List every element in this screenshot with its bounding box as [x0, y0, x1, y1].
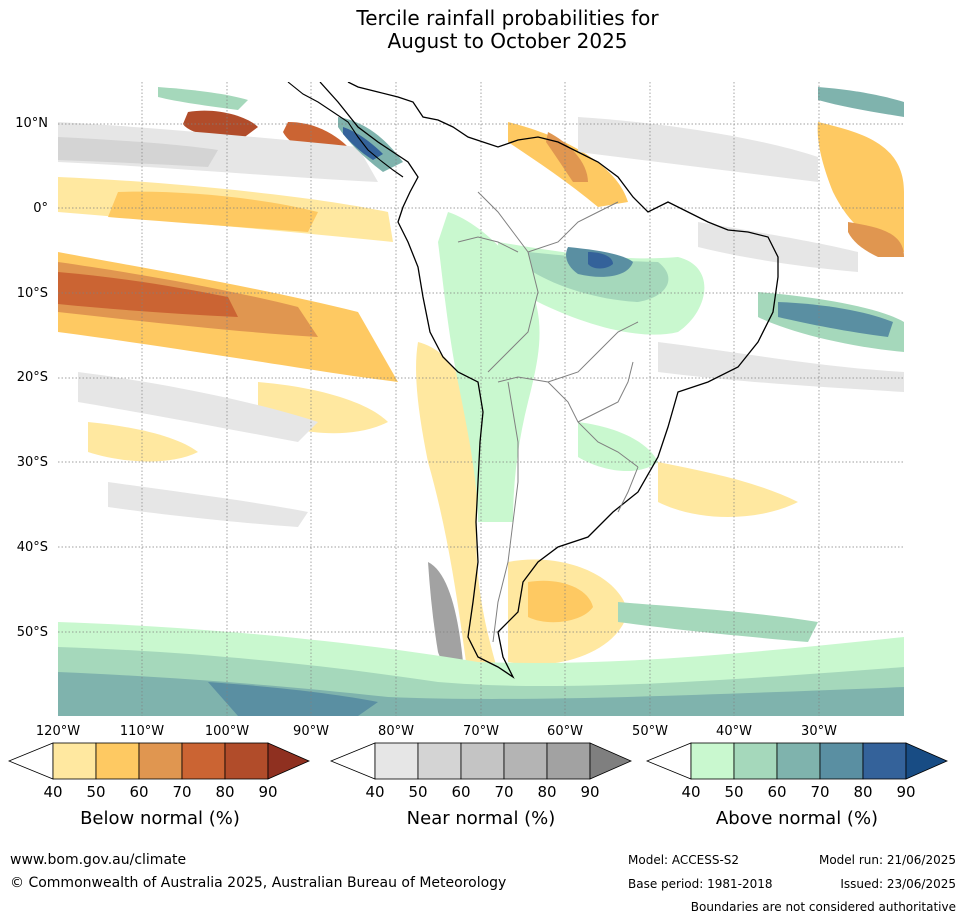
cbar-below-tick-80: 80 [215, 783, 235, 801]
central-america-coastline [287, 82, 404, 178]
cbar-above-tick-70: 70 [810, 783, 830, 801]
cbar-below-bin-3 [138, 742, 183, 780]
cbar-below-tick-50: 50 [86, 783, 106, 801]
issued-text: Issued: 23/06/2025 [840, 877, 956, 891]
cbar-below-bin-1 [52, 742, 97, 780]
lon-label-40w: 40°W [716, 724, 752, 739]
below-normal-title: Below normal (%) [80, 808, 240, 829]
cbar-near-tick-60: 60 [451, 783, 471, 801]
lon-label-90w: 90°W [293, 724, 329, 739]
copyright-text: © Commonwealth of Australia 2025, Austra… [10, 875, 507, 891]
cbar-below-tick-60: 60 [129, 783, 149, 801]
probability-map [58, 82, 904, 716]
below-normal-colorbar [8, 742, 310, 780]
cbar-below-tick-90: 90 [258, 783, 278, 801]
base-period-text: Base period: 1981-2018 [628, 877, 773, 891]
cbar-below-tick-70: 70 [172, 783, 192, 801]
cbar-below-bin-4 [181, 742, 226, 780]
cbar-above-tick-80: 80 [853, 783, 873, 801]
lat-label-50s: 50°S [16, 625, 48, 640]
cbar-near-bin-5 [546, 742, 591, 780]
cbar-above-bin-0 [646, 742, 692, 780]
above-normal-regions [58, 87, 904, 716]
cbar-above-bin-2 [733, 742, 778, 780]
country-borders [457, 191, 639, 643]
cbar-above-tick-60: 60 [767, 783, 787, 801]
map-title-line1: Tercile rainfall probabilities for [356, 6, 659, 30]
cbar-above-bin-5 [862, 742, 907, 780]
map-title-line2: August to October 2025 [387, 29, 628, 53]
cbar-below-tick-40: 40 [43, 783, 63, 801]
website-text: www.bom.gov.au/climate [10, 852, 187, 868]
near-normal-regions [58, 117, 904, 668]
model-run-text: Model run: 21/06/2025 [818, 853, 956, 867]
cbar-near-tick-70: 70 [494, 783, 514, 801]
cbar-above-bin-1 [690, 742, 735, 780]
lat-label-30s: 30°S [16, 455, 48, 470]
gridlines [58, 82, 904, 716]
cbar-near-bin-0 [330, 742, 376, 780]
lat-label-20s: 20°S [16, 370, 48, 385]
lat-label-10s: 10°S [16, 286, 48, 301]
cbar-below-bin-0 [8, 742, 54, 780]
cbar-near-bin-4 [503, 742, 548, 780]
cbar-near-bin-6 [589, 742, 632, 780]
above-normal-colorbar [646, 742, 948, 780]
cbar-above-tick-40: 40 [681, 783, 701, 801]
disclaimer-text: Boundaries are not considered authoritat… [690, 900, 956, 914]
model-text: Model: ACCESS-S2 [628, 853, 740, 867]
cbar-below-bin-2 [95, 742, 140, 780]
lon-label-30w: 30°W [801, 724, 837, 739]
cbar-near-tick-90: 90 [580, 783, 600, 801]
cbar-above-bin-6 [905, 742, 948, 780]
lon-label-50w: 50°W [632, 724, 668, 739]
lon-label-110w: 110°W [119, 724, 165, 739]
lon-label-60w: 60°W [547, 724, 583, 739]
cbar-near-tick-50: 50 [408, 783, 428, 801]
lat-label-10n: 10°N [15, 116, 48, 131]
above-normal-title: Above normal (%) [715, 808, 879, 829]
lon-label-100w: 100°W [204, 724, 250, 739]
cbar-below-bin-6 [267, 742, 310, 780]
cbar-below-bin-5 [224, 742, 269, 780]
cbar-near-tick-40: 40 [365, 783, 385, 801]
cbar-near-bin-2 [417, 742, 462, 780]
cbar-near-tick-80: 80 [537, 783, 557, 801]
lon-label-70w: 70°W [463, 724, 499, 739]
cbar-above-bin-4 [819, 742, 864, 780]
cbar-above-tick-90: 90 [896, 783, 916, 801]
cbar-near-bin-1 [374, 742, 419, 780]
cbar-near-bin-3 [460, 742, 505, 780]
south-america-coastline [319, 82, 779, 679]
below-normal-regions [58, 110, 904, 677]
cbar-above-bin-3 [776, 742, 821, 780]
lon-label-120w: 120°W [35, 724, 81, 739]
lat-label-40s: 40°S [16, 540, 48, 555]
cbar-above-tick-50: 50 [724, 783, 744, 801]
near-normal-colorbar [330, 742, 632, 780]
lat-label-0: 0° [33, 201, 48, 216]
near-normal-title: Near normal (%) [406, 808, 556, 829]
lon-label-80w: 80°W [378, 724, 414, 739]
